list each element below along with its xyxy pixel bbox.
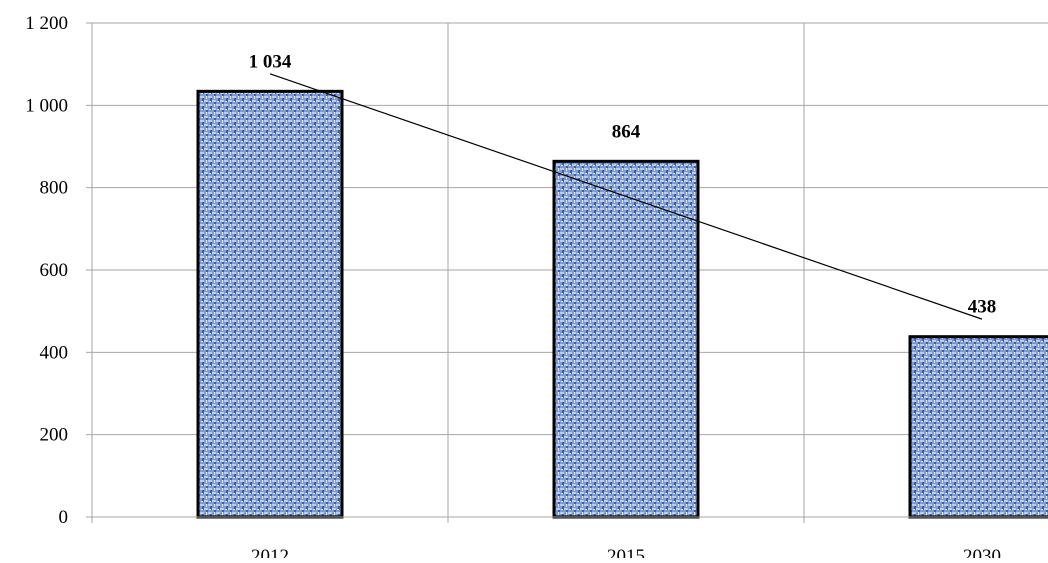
labels: 0 200 400 600 800 1 000 1 200 2012 2015 2030 1 034…: [25, 13, 1001, 563]
trendline-group: [269, 73, 983, 320]
data-label: 864: [612, 121, 641, 142]
data-label: 438: [968, 297, 997, 318]
y-tick-label: 1 200: [25, 13, 68, 34]
bar-2015: [552, 159, 700, 519]
bar-2012: [196, 89, 344, 519]
bar-2030: [908, 335, 1048, 519]
data-label: 1 034: [249, 51, 292, 72]
axes: [86, 22, 1048, 523]
x-tick-label: 2012: [251, 546, 289, 558]
x-tick-label: 2030: [963, 546, 1001, 558]
trendline: [269, 73, 983, 320]
x-tick-label: 2015: [607, 546, 645, 558]
y-tick-label: 600: [40, 260, 69, 281]
y-tick-label: 0: [59, 507, 69, 528]
y-tick-label: 1 000: [25, 95, 68, 116]
y-tick-label: 400: [40, 342, 69, 363]
y-tick-label: 200: [40, 425, 69, 446]
bars: [196, 89, 1048, 519]
y-tick-label: 800: [40, 178, 69, 199]
